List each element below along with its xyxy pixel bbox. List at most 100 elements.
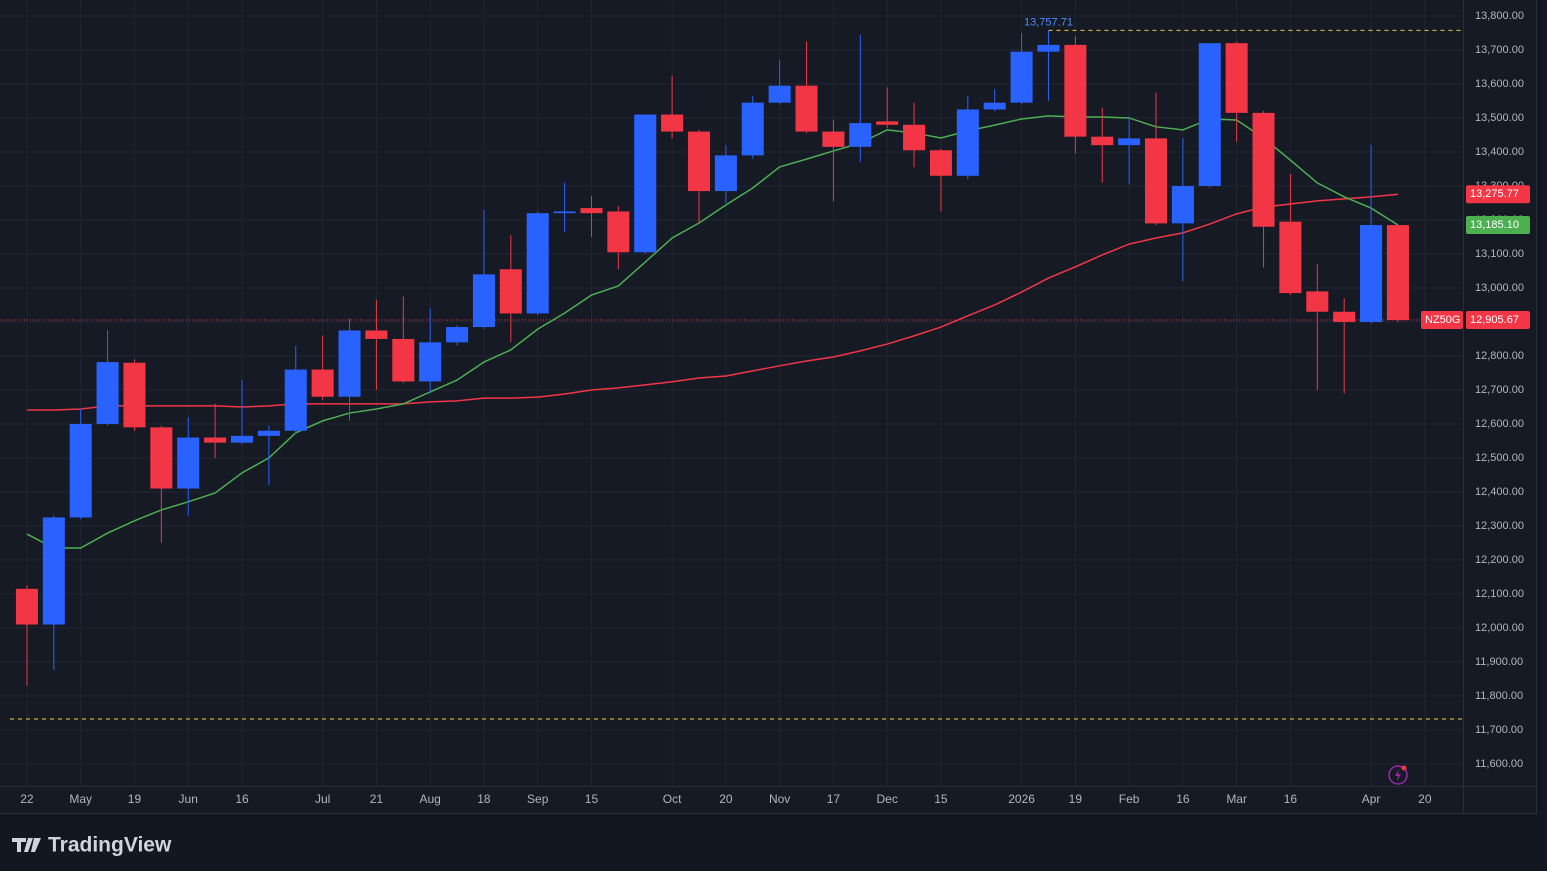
candle-body <box>1198 43 1221 186</box>
y-tick-label: 12,100.00 <box>1475 588 1524 600</box>
ma-badge-bg <box>1466 185 1530 204</box>
candle-body <box>849 123 872 147</box>
candle-body <box>1144 138 1168 224</box>
x-tick-label: 20 <box>1418 792 1432 806</box>
candle-body <box>338 330 361 397</box>
brand-mark <box>12 838 41 852</box>
icon-circle[interactable] <box>1388 765 1408 785</box>
lightning-icon[interactable] <box>1388 765 1408 785</box>
x-tick-label: 16 <box>235 792 249 806</box>
x-tick-label: 19 <box>1069 792 1083 806</box>
candle-body <box>150 427 173 489</box>
candle-body <box>177 437 200 489</box>
x-tick-label: Dec <box>877 792 898 806</box>
candle-body <box>983 102 1006 110</box>
x-tick-label: 15 <box>934 792 948 806</box>
candle-body <box>1171 185 1194 224</box>
candle-body <box>1333 311 1356 322</box>
y-tick-label: 12,300.00 <box>1475 520 1524 532</box>
y-tick-label: 12,600.00 <box>1475 418 1524 430</box>
candle-body <box>714 155 737 192</box>
moving-average-line <box>26 115 1399 549</box>
candle-body <box>15 588 38 625</box>
x-tick-label: 16 <box>1176 792 1190 806</box>
x-tick-label: 20 <box>719 792 733 806</box>
y-tick-label: 12,200.00 <box>1475 554 1524 566</box>
x-tick-label: 15 <box>585 792 599 806</box>
ma-badge: 13,275.77 <box>1470 188 1519 200</box>
x-tick-label: Mar <box>1226 792 1247 806</box>
y-tick-label: 13,600.00 <box>1475 78 1524 90</box>
candle-body <box>903 124 926 151</box>
brand-text: TradingView <box>48 834 172 857</box>
x-tick-label: Jul <box>315 792 330 806</box>
candle-body <box>634 114 657 253</box>
symbol-badge: NZ50G <box>1425 314 1460 326</box>
icon-bolt[interactable] <box>1395 769 1401 781</box>
x-tick-label: 17 <box>827 792 841 806</box>
candle-body <box>472 274 495 328</box>
candle-body <box>204 437 227 443</box>
y-tick-label: 13,800.00 <box>1475 10 1524 22</box>
x-tick-label: 2026 <box>1008 792 1035 806</box>
y-tick-label: 13,700.00 <box>1475 44 1524 56</box>
candle-body <box>1091 136 1114 146</box>
ma-badge: 13,185.10 <box>1470 219 1519 231</box>
x-tick-label: 19 <box>128 792 142 806</box>
candle-body <box>768 85 791 103</box>
candle-body <box>795 85 818 132</box>
candle-body <box>446 327 469 343</box>
ma-badge-bg <box>1466 216 1530 235</box>
candle-body <box>499 269 522 314</box>
y-tick-label: 13,400.00 <box>1475 146 1524 158</box>
x-tick-label: Oct <box>663 792 682 806</box>
candle-body <box>1010 51 1033 103</box>
candle-body <box>230 435 254 443</box>
x-tick-label: 22 <box>20 792 34 806</box>
price-badge: 12,905.67 <box>1470 314 1519 326</box>
candle-body <box>1064 44 1087 137</box>
candle-body <box>687 131 711 192</box>
y-tick-label: 13,000.00 <box>1475 282 1524 294</box>
candle-body <box>929 150 952 176</box>
candle-body <box>123 362 146 428</box>
y-tick-label: 11,700.00 <box>1475 724 1523 736</box>
candle-body <box>1306 291 1329 312</box>
y-tick-label: 12,800.00 <box>1475 350 1524 362</box>
candle-body <box>607 211 630 253</box>
icon-dot[interactable] <box>1401 765 1407 771</box>
candle-body <box>365 330 388 339</box>
x-tick-label: 21 <box>370 792 384 806</box>
candle-body <box>69 423 92 518</box>
x-tick-label: 18 <box>477 792 491 806</box>
y-tick-label: 11,900.00 <box>1475 656 1523 668</box>
candle-body <box>1360 225 1383 322</box>
candle-body <box>257 430 280 436</box>
candle-body <box>580 208 603 214</box>
candle-body <box>876 121 899 125</box>
candle-body <box>284 369 307 431</box>
candle-body <box>1279 221 1302 294</box>
y-tick-label: 12,400.00 <box>1475 486 1524 498</box>
x-tick-label: Jun <box>179 792 198 806</box>
moving-average-line <box>26 193 1399 411</box>
candle-body <box>1118 138 1141 146</box>
candle-body <box>822 131 845 147</box>
candle-body <box>526 213 549 314</box>
symbol-badge-bg <box>1421 311 1463 330</box>
candle-body <box>1386 225 1409 321</box>
y-tick-label: 13,500.00 <box>1475 112 1524 124</box>
candle-body <box>661 114 684 132</box>
candle-body <box>42 517 65 625</box>
x-tick-label: Nov <box>769 792 790 806</box>
candle-body <box>1225 43 1248 113</box>
candle-body <box>392 338 415 382</box>
price-badge-bg <box>1466 311 1530 330</box>
candle-body <box>553 211 576 214</box>
candle-body <box>956 109 979 176</box>
high-label: 13,757.71 <box>1024 16 1073 28</box>
x-tick-label: Sep <box>527 792 549 806</box>
x-tick-label: Feb <box>1119 792 1140 806</box>
candle-body <box>741 102 764 156</box>
